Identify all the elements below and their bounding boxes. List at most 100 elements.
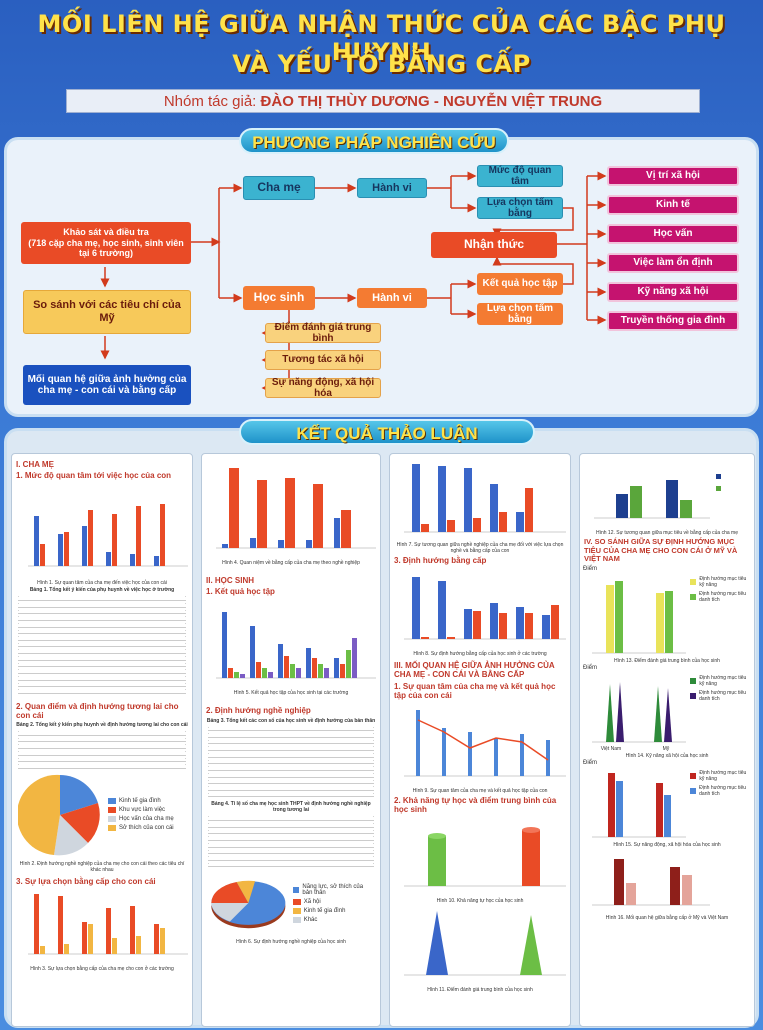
table-3: · · · · · · · · · · · · · · · · · · · · · · bbox=[208, 724, 374, 798]
figure-15-legend: Định hướng mục tiêu kỹ năng Định hướng m… bbox=[690, 767, 752, 841]
figure-2-legend: Kinh tế gia đình Khu vực làm việc Học vấ… bbox=[108, 795, 174, 834]
table-2: · · · · · · · · · · · · bbox=[18, 729, 186, 769]
pie-legend-other: Khác bbox=[303, 916, 318, 923]
section-compare-heading: IV. SO SÁNH GIỮA SỰ ĐỊNH HƯỚNG MỤC TIÊU … bbox=[584, 537, 738, 564]
figure-13-chart bbox=[592, 580, 686, 654]
legend-skills-14: Định hướng mục tiêu kỹ năng bbox=[699, 674, 747, 687]
degree-orientation-heading: 3. Định hướng bằng cấp bbox=[394, 556, 487, 565]
methods-panel: PHƯƠNG PHÁP NGHIÊN CỨU Khảo sát và điều … bbox=[4, 128, 759, 417]
care-level-heading: 1. Mức độ quan tâm tới việc học của con bbox=[16, 471, 172, 481]
figure-10-chart bbox=[404, 827, 566, 887]
student-box: Học sinh bbox=[243, 286, 315, 310]
results-column-2: Hình 4. Quan niệm về bằng cấp của cha mẹ… bbox=[201, 453, 381, 1027]
section-student-heading: II. HỌC SINH bbox=[206, 576, 255, 585]
figure-6-legend: Năng lực, sở thích của bản thân Xã hội K… bbox=[292, 881, 374, 926]
pie-legend-economy: Kinh tế gia đình bbox=[303, 907, 346, 914]
pie-legend-family-economy: Kinh tế gia đình bbox=[119, 798, 161, 805]
authors-names: ĐÀO THỊ THÙY DƯƠNG - NGUYỄN VIỆT TRUNG bbox=[260, 93, 603, 110]
authors-prefix: Nhóm tác giả: bbox=[163, 93, 261, 110]
figure-8-chart bbox=[404, 577, 566, 640]
results-column-3: Hình 7. Sự tương quan giữa nghề nghiệp c… bbox=[389, 453, 571, 1027]
pie-legend-child-interest: Sở thích của con cái bbox=[119, 825, 174, 832]
figure-14-ylabel: Điểm bbox=[583, 664, 598, 671]
degree-choice-heading: 3. Sự lựa chọn bằng cấp cho con cái bbox=[16, 876, 156, 886]
pie-legend-parent-education: Học vấn của cha mẹ bbox=[119, 816, 174, 823]
xlabel-vietnam: Việt Nam bbox=[600, 745, 622, 752]
figure-3-caption: Hình 3. Sự lựa chọn bằng cấp của cha mẹ … bbox=[30, 966, 174, 973]
survey-box: Khảo sát và điều tra (718 cặp cha mẹ, họ… bbox=[21, 222, 191, 264]
figure-14-chart bbox=[592, 681, 686, 743]
figure-12-chart bbox=[594, 474, 721, 519]
table-4-caption: Bảng 4. Tỉ lệ số cha mẹ học sinh THPT về… bbox=[211, 801, 371, 814]
table-2-caption: Bảng 2. Tổng kết ý kiến phụ huynh về địn… bbox=[16, 722, 188, 729]
figure-1-bars bbox=[34, 504, 165, 567]
figure-16-caption: Hình 16. Mối quan hệ giữa bằng cấp ở Mỹ … bbox=[605, 914, 729, 921]
table-1: · · · · · · · · · · · · · · · · · · · · · · · · · · · · · · bbox=[18, 594, 186, 694]
figure-8-caption: Hình 8. Sự định hướng bằng cấp của học s… bbox=[413, 651, 547, 658]
section-parents-heading: I. CHA MẸ bbox=[16, 460, 54, 469]
social-interaction-box: Tương tác xã hội bbox=[265, 350, 381, 370]
care-and-results-heading: 1. Sự quan tâm của cha mẹ và kết quả học… bbox=[394, 681, 556, 700]
figure-13-ylabel: Điểm bbox=[583, 565, 598, 572]
pie-legend-ability: Năng lực, sở thích của bản thân bbox=[302, 883, 364, 896]
figure-6: Năng lực, sở thích của bản thân Xã hội K… bbox=[208, 871, 374, 935]
behavior-box-parents: Hành vi bbox=[357, 178, 427, 198]
legend-skills-15: Định hướng mục tiêu kỹ năng bbox=[699, 769, 747, 782]
choose-degree-box-student: Lựa chọn tấm bằng bbox=[477, 303, 563, 325]
figure-2: Kinh tế gia đình Khu vực làm việc Học vấ… bbox=[18, 773, 186, 857]
figure-6-caption: Hình 6. Sự định hướng nghề nghiệp của họ… bbox=[236, 939, 346, 946]
results-column-4: Hình 12. Sự tương quan giữa mục tiêu về … bbox=[579, 453, 755, 1027]
figure-4-caption: Hình 4. Quan niệm về bằng cấp của cha mẹ… bbox=[222, 560, 360, 566]
figure-15-ylabel: Điểm bbox=[583, 759, 598, 766]
outcome-stable-job: Việc làm ổn định bbox=[607, 253, 739, 273]
poster-title-line1: MỐI LIÊN HỆ GIỮA NHẬN THỨC CỦA CÁC BẬC P… bbox=[37, 10, 726, 66]
table-1-caption: Bảng 1. Tổng kết ý kiến của phụ huynh về… bbox=[29, 587, 175, 594]
pie-legend-society: Xã hội bbox=[303, 898, 321, 905]
future-orientation-heading: 2. Quan điểm và định hướng tương lai cho… bbox=[16, 701, 179, 720]
figure-13-legend: Định hướng mục tiêu kỹ năng Định hướng m… bbox=[690, 573, 752, 657]
table-3-caption: Bảng 3. Tổng kết các con số của học sinh… bbox=[206, 717, 376, 724]
gpa-box: Điểm đánh giá trung bình bbox=[265, 322, 381, 344]
choose-degree-box-parents: Lựa chọn tấm bằng bbox=[477, 197, 563, 219]
section-relation-heading: III. MỐI QUAN HỆ GIỮA ẢNH HƯỞNG CỦA CHA … bbox=[394, 661, 555, 680]
figure-14-xlabels: Việt Nam Mỹ bbox=[580, 746, 690, 752]
study-results-heading: 1. Kết quả học tập bbox=[206, 587, 275, 597]
figure-6-pie bbox=[211, 881, 286, 929]
figure-13: Định hướng mục tiêu kỹ năng Định hướng m… bbox=[580, 573, 754, 657]
figure-4-chart bbox=[216, 468, 376, 549]
methods-banner: PHƯƠNG PHÁP NGHIÊN CỨU bbox=[239, 128, 509, 154]
figure-7-caption: Hình 7. Sự tương quan giữa nghề nghiệp c… bbox=[396, 542, 564, 554]
figure-15-chart bbox=[592, 772, 686, 838]
figure-7-chart bbox=[404, 464, 566, 533]
figure-10-caption: Hình 10. Khả năng tự học của học sinh bbox=[436, 898, 524, 905]
results-banner: KẾT QUẢ THẢO LUẬN bbox=[239, 419, 535, 445]
outcome-social-skills: Kỹ năng xã hội bbox=[607, 282, 739, 302]
dynamism-box: Sự năng động, xã hội hóa bbox=[265, 377, 381, 399]
outcome-social-position: Vị trí xã hội bbox=[607, 166, 739, 186]
figure-12-caption: Hình 12. Sự tương quan giữa mục tiêu về … bbox=[595, 530, 738, 536]
figure-2-pie bbox=[18, 774, 100, 856]
figure-9-caption: Hình 9. Sự quan tâm của cha mẹ và kết qu… bbox=[412, 787, 548, 794]
compare-box: So sánh với các tiêu chí của Mỹ bbox=[23, 290, 191, 334]
parents-box: Cha mẹ bbox=[243, 176, 315, 200]
poster-title-line2: VÀ YẾU TỐ BẰNG CẤP bbox=[232, 50, 531, 78]
relation-box: Mối quan hệ giữa ảnh hưởng của cha mẹ - … bbox=[23, 365, 191, 405]
figure-9-chart bbox=[404, 709, 566, 777]
legend-achievement-14: Định hướng mục tiêu danh tích bbox=[699, 689, 747, 702]
figure-14-caption: Hình 14. Kỹ năng xã hội của học sinh bbox=[625, 752, 709, 759]
figure-14-legend: Định hướng mục tiêu kỹ năng Định hướng m… bbox=[690, 672, 752, 746]
figure-11-chart bbox=[404, 911, 566, 976]
figure-3-chart bbox=[28, 894, 188, 955]
care-box: Mức độ quan tâm bbox=[477, 165, 563, 187]
results-panel: KẾT QUẢ THẢO LUẬN I. CHA MẸ 1. Mức độ qu… bbox=[4, 419, 759, 1028]
figure-14: Định hướng mục tiêu kỹ năng Định hướng m… bbox=[580, 672, 754, 746]
figure-13-caption: Hình 13. Điểm đánh giá trung bình của họ… bbox=[614, 657, 720, 664]
outcome-economy: Kinh tế bbox=[607, 195, 739, 215]
figure-15-caption: Hình 15. Sự năng động, xã hội hóa của họ… bbox=[613, 841, 721, 848]
legend-achievement: Định hướng mục tiêu danh tích bbox=[699, 590, 747, 603]
figure-16-chart bbox=[592, 858, 710, 906]
xlabel-usa: Mỹ bbox=[662, 745, 670, 752]
self-study-heading: 2. Khả năng tự học và điểm trung bình củ… bbox=[394, 795, 557, 815]
study-result-box: Kết quả học tập bbox=[477, 273, 563, 295]
